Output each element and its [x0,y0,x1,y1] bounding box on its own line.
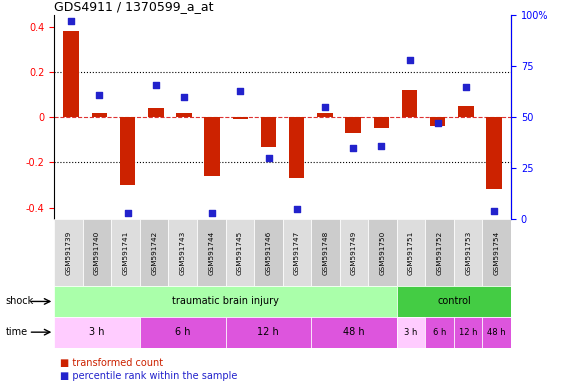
Point [208,210,217,216]
Bar [168,219,197,286]
Bar [311,219,340,286]
Text: GSM591750: GSM591750 [380,230,385,275]
Bar [454,219,482,286]
Text: GSM591748: GSM591748 [323,230,328,275]
Bar [54,286,397,317]
Bar [311,317,397,348]
Text: GSM591740: GSM591740 [94,230,100,275]
Text: shock: shock [6,296,34,306]
Bar [397,219,425,286]
Bar [458,106,474,117]
Text: GSM591746: GSM591746 [266,230,271,275]
Text: GSM591753: GSM591753 [465,230,471,275]
Text: time: time [6,327,28,337]
Point [461,84,471,90]
Text: control: control [437,296,471,306]
Bar [91,113,107,117]
Point [377,142,386,149]
Bar [120,117,135,185]
Point [433,120,443,126]
Bar [397,317,425,348]
Bar [430,117,445,126]
Bar [176,113,192,117]
Text: 12 h: 12 h [459,328,477,337]
Point [236,88,245,94]
Bar [54,317,140,348]
Text: GSM591742: GSM591742 [151,230,157,275]
Text: 3 h: 3 h [404,328,418,337]
Bar [63,31,79,117]
Bar [482,219,511,286]
Text: GSM591749: GSM591749 [351,230,357,275]
Text: traumatic brain injury: traumatic brain injury [172,296,279,306]
Text: GDS4911 / 1370599_a_at: GDS4911 / 1370599_a_at [54,0,214,13]
Bar [204,117,220,176]
Bar [397,286,511,317]
Bar [289,117,304,178]
Bar [340,219,368,286]
Bar [83,219,111,286]
Text: 12 h: 12 h [258,327,279,337]
Text: GSM591745: GSM591745 [237,230,243,275]
Text: GSM591754: GSM591754 [494,230,500,275]
Bar [283,219,311,286]
Bar [368,219,397,286]
Text: 6 h: 6 h [175,327,191,337]
Text: GSM591741: GSM591741 [123,230,128,275]
Text: 48 h: 48 h [488,328,506,337]
Point [489,208,498,214]
Text: 48 h: 48 h [343,327,365,337]
Bar [373,117,389,128]
Bar [148,108,163,117]
Point [264,155,273,161]
Bar [226,317,311,348]
Bar [54,219,83,286]
Text: GSM591751: GSM591751 [408,230,414,275]
Text: GSM591747: GSM591747 [294,230,300,275]
Text: GSM591752: GSM591752 [437,230,443,275]
Bar [425,317,454,348]
Text: 6 h: 6 h [433,328,447,337]
Point [123,210,132,216]
Bar [425,219,454,286]
Point [67,18,76,25]
Bar [197,219,226,286]
Point [179,94,188,100]
Text: GSM591744: GSM591744 [208,230,214,275]
Text: 3 h: 3 h [89,327,105,337]
Bar [486,117,502,189]
Bar [261,117,276,147]
Bar [140,317,226,348]
Text: ■ percentile rank within the sample: ■ percentile rank within the sample [60,371,238,381]
Bar [454,317,482,348]
Bar [111,219,140,286]
Bar [140,219,168,286]
Point [151,81,160,88]
Point [95,92,104,98]
Bar [482,317,511,348]
Point [405,57,414,63]
Bar [232,117,248,119]
Point [292,206,301,212]
Point [348,145,357,151]
Bar [317,113,333,117]
Bar [254,219,283,286]
Text: GSM591743: GSM591743 [180,230,186,275]
Bar [402,90,417,117]
Text: GSM591739: GSM591739 [66,230,71,275]
Point [320,104,329,110]
Text: ■ transformed count: ■ transformed count [60,358,163,368]
Bar [226,219,254,286]
Bar [345,117,361,133]
